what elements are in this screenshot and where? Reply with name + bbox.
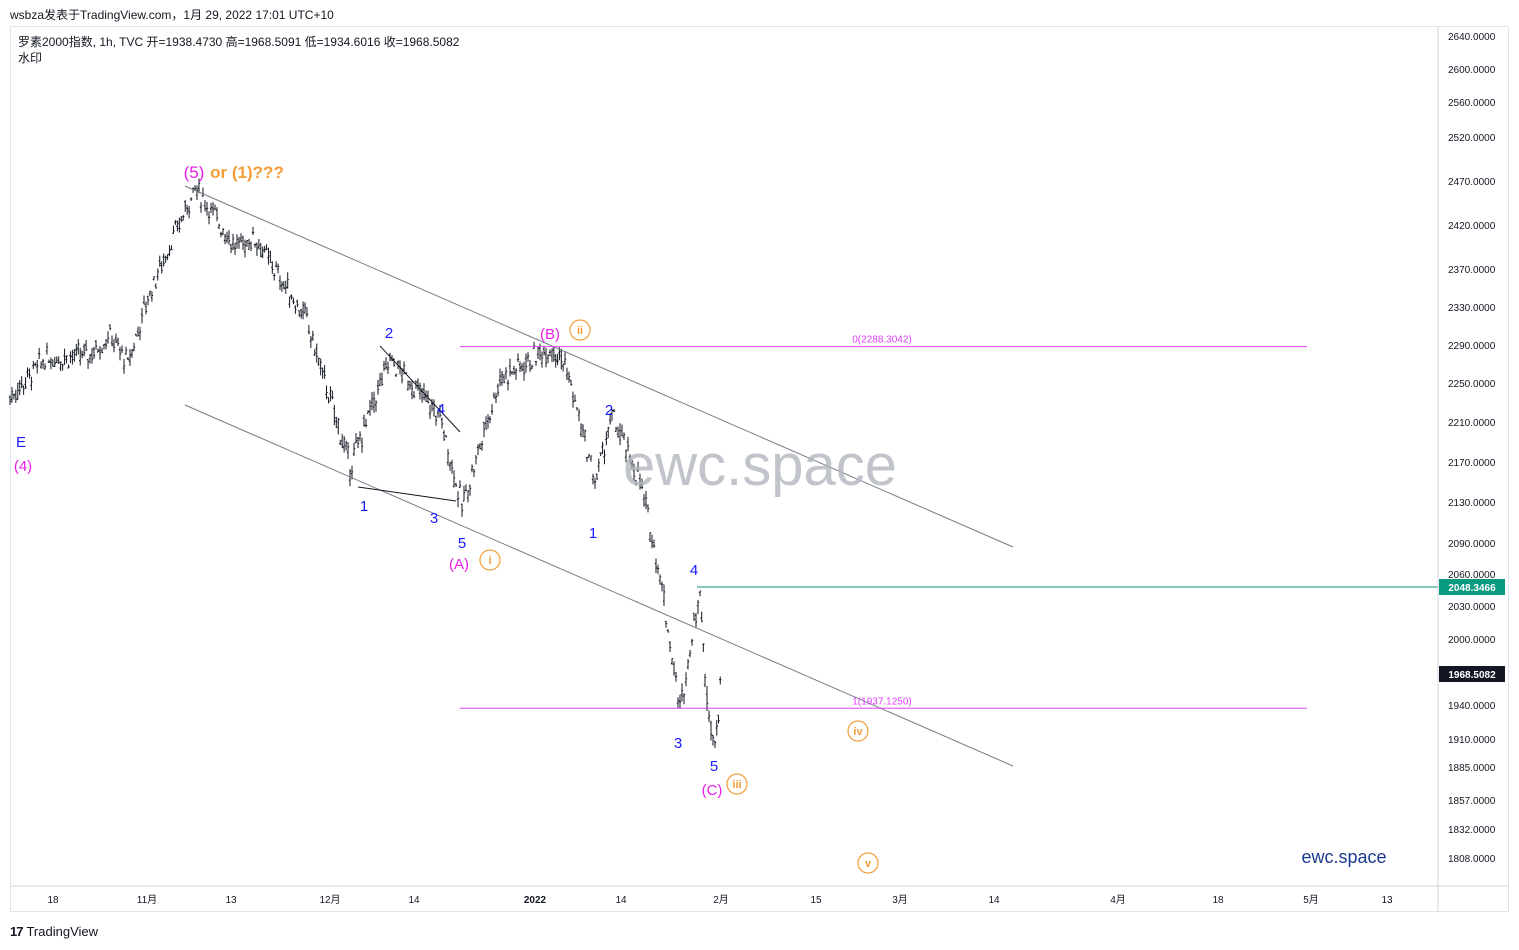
last-price-badge-text: 1968.5082 bbox=[1448, 670, 1496, 681]
last-price-badge bbox=[1439, 666, 1505, 682]
price-tick-label: 2090.0000 bbox=[1448, 539, 1496, 550]
wave-label[interactable]: 4 bbox=[437, 401, 445, 418]
footer-brand[interactable]: 17 TradingView bbox=[10, 924, 98, 939]
price-tick-label: 2640.0000 bbox=[1448, 32, 1496, 43]
wave-label[interactable]: 5 bbox=[458, 535, 466, 552]
channel-lower-line[interactable] bbox=[184, 404, 1014, 767]
price-tick-label: 1910.0000 bbox=[1448, 735, 1496, 746]
fib-level-label: 1(1937.1250) bbox=[852, 696, 912, 707]
brand-corner-text: ewc.space bbox=[1301, 847, 1386, 867]
price-tick-label: 2170.0000 bbox=[1448, 458, 1496, 469]
time-tick-label: 13 bbox=[1381, 895, 1393, 906]
wave-label[interactable]: (5) bbox=[184, 163, 205, 182]
wave-label[interactable]: or (1)??? bbox=[210, 163, 284, 182]
price-tick-label: 2520.0000 bbox=[1448, 133, 1496, 144]
wave-label[interactable]: (C) bbox=[702, 782, 723, 799]
price-level-badge bbox=[1439, 579, 1505, 595]
price-tick-label: 2420.0000 bbox=[1448, 221, 1496, 232]
legend-watermark-note: 水印 bbox=[18, 51, 43, 65]
price-tick-label: 2030.0000 bbox=[1448, 602, 1496, 613]
legend-ohlc: 罗素2000指数, 1h, TVC 开=1938.4730 高=1968.509… bbox=[18, 35, 460, 49]
time-tick-label: 11月 bbox=[137, 894, 157, 906]
price-tick-label: 2000.0000 bbox=[1448, 635, 1496, 646]
tradingview-logo-icon: 17 bbox=[10, 924, 24, 939]
time-tick-label: 3月 bbox=[892, 894, 908, 906]
wave-label[interactable]: v bbox=[865, 858, 872, 870]
time-tick-label: 13 bbox=[225, 895, 237, 906]
wave-label[interactable]: 1 bbox=[360, 498, 368, 515]
wave-label-circle bbox=[569, 319, 591, 341]
channel-upper-line[interactable] bbox=[184, 185, 1014, 548]
wave-label[interactable]: iv bbox=[853, 726, 863, 738]
time-tick-label: 12月 bbox=[319, 894, 340, 906]
wave-label-circle bbox=[857, 852, 879, 874]
price-tick-label: 2470.0000 bbox=[1448, 177, 1496, 188]
wave-label[interactable]: 2 bbox=[385, 325, 393, 342]
time-tick-label: 15 bbox=[810, 895, 822, 906]
wave-label[interactable]: ii bbox=[577, 325, 583, 337]
time-tick-label: 14 bbox=[988, 895, 1000, 906]
wave-label-circle bbox=[479, 549, 501, 571]
wave-label[interactable]: (B) bbox=[540, 326, 560, 343]
time-tick-label: 4月 bbox=[1110, 894, 1126, 906]
price-tick-label: 2060.0000 bbox=[1448, 570, 1496, 581]
wave-label[interactable]: 3 bbox=[430, 510, 438, 527]
time-tick-label: 18 bbox=[47, 895, 59, 906]
wave-label[interactable]: i bbox=[488, 555, 491, 567]
price-tick-label: 2290.0000 bbox=[1448, 341, 1496, 352]
price-tick-label: 1885.0000 bbox=[1448, 763, 1496, 774]
wave-label-circle bbox=[726, 773, 748, 795]
wave-label[interactable]: (A) bbox=[449, 556, 469, 573]
price-tick-label: 1857.0000 bbox=[1448, 796, 1496, 807]
price-tick-label: 2600.0000 bbox=[1448, 65, 1496, 76]
wave-label[interactable]: 1 bbox=[589, 525, 597, 542]
symbol-legend: 罗素2000指数, 1h, TVC 开=1938.4730 高=1968.509… bbox=[18, 34, 459, 66]
time-tick-label: 18 bbox=[1212, 895, 1224, 906]
watermark-text: ewc.space bbox=[623, 433, 897, 498]
wave-label[interactable]: 2 bbox=[605, 402, 613, 419]
wedge-lower-line[interactable] bbox=[357, 486, 457, 502]
time-tick-label: 14 bbox=[615, 895, 627, 906]
price-tick-label: 2210.0000 bbox=[1448, 418, 1496, 429]
time-tick-label: 5月 bbox=[1303, 894, 1319, 906]
price-level-badge-text: 2048.3466 bbox=[1448, 583, 1496, 594]
chart-frame[interactable] bbox=[10, 26, 1509, 912]
price-tick-label: 2250.0000 bbox=[1448, 379, 1496, 390]
price-tick-label: 2370.0000 bbox=[1448, 265, 1496, 276]
price-tick-label: 2330.0000 bbox=[1448, 303, 1496, 314]
time-tick-label: 14 bbox=[408, 895, 420, 906]
wave-label[interactable]: 5 bbox=[710, 758, 718, 775]
wave-label[interactable]: E bbox=[16, 434, 26, 451]
wave-label[interactable]: (4) bbox=[14, 458, 32, 475]
price-tick-label: 2130.0000 bbox=[1448, 498, 1496, 509]
time-tick-label: 2月 bbox=[713, 894, 729, 906]
wedge-upper-line[interactable] bbox=[379, 345, 461, 433]
price-tick-label: 1940.0000 bbox=[1448, 701, 1496, 712]
price-tick-label: 1808.0000 bbox=[1448, 854, 1496, 865]
tradingview-brand-text: TradingView bbox=[26, 924, 99, 939]
price-tick-label: 2560.0000 bbox=[1448, 98, 1496, 109]
price-tick-label: 1832.0000 bbox=[1448, 825, 1496, 836]
wave-label[interactable]: iii bbox=[732, 779, 741, 791]
wave-label-circle bbox=[847, 720, 869, 742]
wave-label[interactable]: 3 bbox=[674, 735, 682, 752]
fib-level-label: 0(2288.3042) bbox=[852, 335, 912, 346]
time-tick-label: 2022 bbox=[524, 895, 547, 906]
publish-info: wsbza发表于TradingView.com，1月 29, 2022 17:0… bbox=[10, 8, 334, 22]
candle-series bbox=[8, 178, 722, 748]
wave-label[interactable]: 4 bbox=[690, 562, 698, 579]
